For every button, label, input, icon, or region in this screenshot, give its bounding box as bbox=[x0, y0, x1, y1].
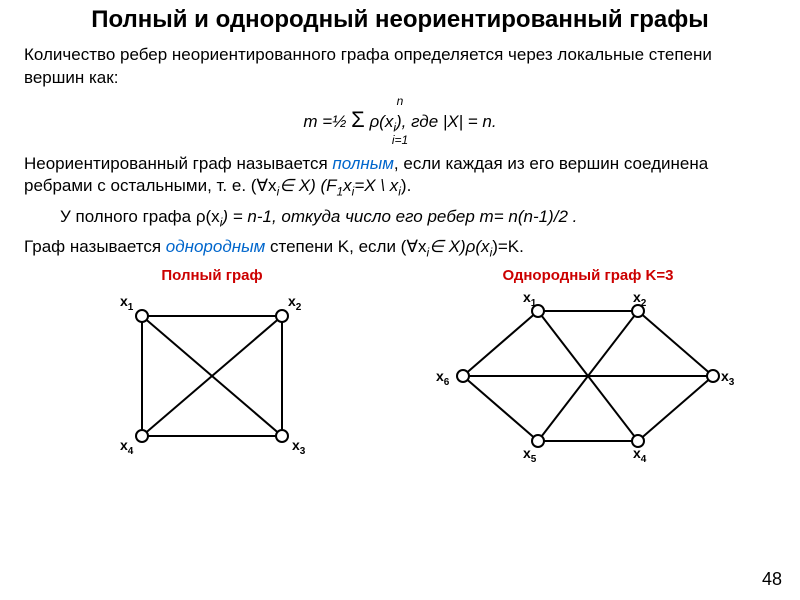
graph-node bbox=[707, 370, 719, 382]
term-complete: полным bbox=[332, 154, 394, 173]
formula-mid-after: ρ(x bbox=[365, 112, 394, 131]
graph-edge bbox=[463, 311, 538, 376]
p2a: Неориентированный граф называется bbox=[24, 154, 332, 173]
para1-text: Количество ребер неориентированного граф… bbox=[24, 45, 712, 87]
formula-mid: m =½ Σ ρ(xi), где |X| = n. bbox=[24, 108, 776, 134]
p4c: ∈ X)ρ(x bbox=[429, 237, 489, 256]
graph2-title: Однородный граф K=3 bbox=[400, 267, 776, 284]
paragraph-4: Граф называется однородным степени K, ес… bbox=[24, 236, 776, 260]
paragraph-2: Неориентированный граф называется полным… bbox=[24, 153, 776, 200]
node-label: x3 bbox=[721, 368, 735, 388]
node-label: x4 bbox=[633, 445, 647, 465]
graph-complete-svg: x1 x2 x3 x4 bbox=[82, 286, 342, 466]
page-title: Полный и однородный неориентированный гр… bbox=[0, 0, 800, 44]
graph1-title: Полный граф bbox=[24, 267, 400, 284]
formula-top: n bbox=[24, 95, 776, 108]
graph-complete-col: Полный граф x1 x2 x3 x4 bbox=[24, 267, 400, 466]
page-number: 48 bbox=[762, 569, 782, 590]
p2c: ∈ X) (F bbox=[279, 176, 336, 195]
content-body: Количество ребер неориентированного граф… bbox=[0, 44, 800, 466]
graph-node bbox=[276, 310, 288, 322]
p2e: =X \ x bbox=[354, 176, 398, 195]
node-label: x1 bbox=[523, 289, 537, 309]
paragraph-3: У полного графа ρ(xi) = n-1, откуда числ… bbox=[24, 206, 776, 230]
sigma-symbol: Σ bbox=[351, 107, 365, 132]
graph-edge bbox=[463, 376, 538, 441]
formula-mid-before: m =½ bbox=[303, 112, 351, 131]
formula-bottom: i=1 bbox=[24, 134, 776, 147]
graph-node bbox=[532, 435, 544, 447]
formula-mid-tail: ), где |X| = n. bbox=[396, 112, 497, 131]
graphs-row: Полный граф x1 x2 x3 x4 Однородный граф K=3… bbox=[24, 267, 776, 466]
graph-node bbox=[136, 310, 148, 322]
graph-regular-svg: x1x2x3x4x5x6 bbox=[428, 286, 748, 466]
node-label: x5 bbox=[523, 445, 537, 465]
node-label: x6 bbox=[436, 368, 450, 388]
node-label: x4 bbox=[120, 437, 134, 457]
graph-node bbox=[276, 430, 288, 442]
p3a: У полного графа ρ(x bbox=[60, 207, 220, 226]
node-label: x1 bbox=[120, 293, 134, 313]
graph-node bbox=[457, 370, 469, 382]
node-label: x2 bbox=[288, 293, 302, 313]
graph-edge bbox=[638, 311, 713, 376]
graph-node bbox=[136, 430, 148, 442]
p3b: ) = n-1, откуда число его ребер m= n(n-1… bbox=[222, 207, 577, 226]
graph-regular-col: Однородный граф K=3 x1x2x3x4x5x6 bbox=[400, 267, 776, 466]
p4d: )=K. bbox=[492, 237, 524, 256]
graph-edge bbox=[638, 376, 713, 441]
p4b: степени K, если (∀x bbox=[265, 237, 426, 256]
p4a: Граф называется bbox=[24, 237, 166, 256]
term-regular: однородным bbox=[166, 237, 266, 256]
p2f: ). bbox=[401, 176, 411, 195]
node-label: x3 bbox=[292, 437, 306, 457]
paragraph-1: Количество ребер неориентированного граф… bbox=[24, 44, 776, 90]
p2d: x bbox=[343, 176, 352, 195]
formula: n m =½ Σ ρ(xi), где |X| = n. i=1 bbox=[24, 95, 776, 146]
